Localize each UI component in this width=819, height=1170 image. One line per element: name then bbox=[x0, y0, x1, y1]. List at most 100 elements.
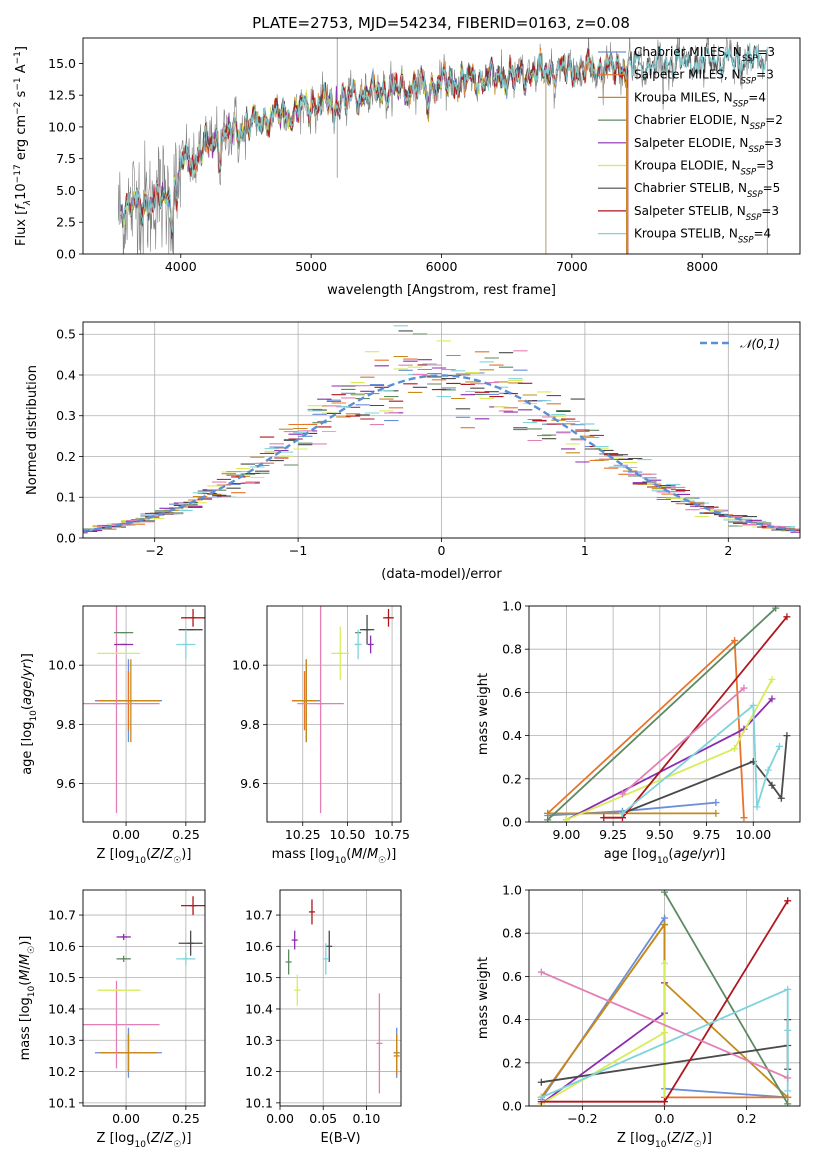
x-tick-label: 0.0 bbox=[655, 1111, 675, 1126]
grid bbox=[83, 890, 205, 1106]
y-tick-label: 0.2 bbox=[56, 449, 76, 464]
axis-frame: 4000 5000 6000 7000 8000 0.0 2.5 5.0 7.5 10.0 12.5… bbox=[13, 14, 801, 298]
weight-marker bbox=[772, 606, 780, 612]
plot-area bbox=[83, 606, 205, 814]
legend-entry: Kroupa MILES, NSSP=4 bbox=[634, 90, 766, 109]
y-tick-label: 0.0 bbox=[56, 247, 76, 262]
y-tick-label: 7.5 bbox=[56, 151, 76, 166]
legend-entry: Chabrier ELODIE, NSSP=2 bbox=[634, 113, 783, 132]
weight-marker bbox=[783, 732, 791, 740]
y-tick-label: 10.5 bbox=[245, 970, 273, 985]
axes-box bbox=[82, 889, 206, 1107]
y-tick-label: 5.0 bbox=[56, 183, 76, 198]
weight-marker bbox=[661, 1029, 668, 1037]
weight-marker bbox=[768, 675, 776, 683]
weight-marker bbox=[764, 766, 772, 774]
x-axis-label: (data-model)/error bbox=[381, 567, 502, 582]
axes-box bbox=[82, 605, 206, 823]
weight-line-kroupa-elodie bbox=[540, 963, 666, 1106]
y-tick-label: 0.1 bbox=[56, 490, 76, 505]
x-tick-label: 0.05 bbox=[309, 1111, 337, 1126]
x-tick-label: −0.2 bbox=[567, 1111, 597, 1126]
axis-frame: −0.2 0.0 0.2 0.0 0.2 0.4 0.6 0.8 1.0 Z [log10(Z/Z… bbox=[476, 883, 801, 1150]
x-tick-label: 9.00 bbox=[552, 827, 580, 842]
y-tick-label: 10.7 bbox=[48, 908, 76, 923]
axes-box bbox=[528, 889, 801, 1107]
plot-area bbox=[537, 890, 792, 1106]
y-tick-label: 10.1 bbox=[245, 1095, 273, 1110]
y-axis-label: age [log10(age/yr)] bbox=[20, 653, 39, 775]
legend-entry: Salpeter STELIB, NSSP=3 bbox=[634, 204, 779, 223]
axis-frame: 9.00 9.25 9.50 9.75 10.00 0.0 0.2 0.4 0.6 0.8 1.0 a… bbox=[476, 599, 801, 866]
legend-entry: 𝒩(0,1) bbox=[740, 337, 780, 351]
weight-marker bbox=[618, 809, 626, 817]
y-tick-label: 10.2 bbox=[48, 1064, 76, 1079]
axes-mass_vs_Z: 0.00 0.25 10.1 10.2 10.3 10.4 10.5 10.6 10.7 Z [l… bbox=[18, 889, 206, 1150]
weight-line-chabrier-elodie bbox=[547, 607, 777, 821]
histogram-salpeter-elodie bbox=[83, 359, 800, 534]
y-tick-label: 0.4 bbox=[502, 1012, 522, 1027]
weight-marker bbox=[731, 637, 739, 645]
y-tick-label: 15.0 bbox=[48, 56, 76, 71]
y-tick-label: 10.4 bbox=[245, 1001, 273, 1016]
weight-marker bbox=[537, 1093, 545, 1101]
y-axis-label: mass weight bbox=[476, 673, 491, 755]
legend-entry: Chabrier MILES, NSSP=3 bbox=[634, 45, 775, 64]
x-tick-label: 0.25 bbox=[172, 827, 200, 842]
weight-marker bbox=[784, 1100, 792, 1106]
weight-marker bbox=[537, 968, 545, 976]
histogram-legend: 𝒩(0,1) bbox=[700, 337, 780, 351]
plot-area bbox=[292, 606, 394, 814]
plot-area bbox=[285, 899, 400, 1094]
y-axis-label: Normed distribution bbox=[25, 365, 40, 495]
weight-marker bbox=[544, 809, 552, 817]
weight-line-kroupa-stelib bbox=[540, 988, 789, 1099]
y-tick-label: 10.3 bbox=[245, 1033, 273, 1048]
y-tick-label: 0.2 bbox=[502, 1055, 522, 1070]
x-tick-label: 0 bbox=[438, 543, 446, 558]
y-tick-label: 10.5 bbox=[48, 970, 76, 985]
x-tick-label: 6000 bbox=[426, 259, 458, 274]
legend-entry: Chabrier STELIB, NSSP=5 bbox=[634, 181, 780, 200]
weight-line-kroupa-miles bbox=[540, 921, 789, 1099]
spectrum-model-kroupa-stelib bbox=[120, 42, 768, 254]
axes-spectrum: 4000 5000 6000 7000 8000 0.0 2.5 5.0 7.5 10.0 12.5… bbox=[13, 14, 801, 298]
x-axis-label: mass [log10(M/M☉)] bbox=[272, 847, 397, 866]
legend-entry: Kroupa STELIB, NSSP=4 bbox=[634, 227, 771, 246]
x-tick-label: 4000 bbox=[165, 259, 197, 274]
axes-mass_vs_ebv: 0.00 0.05 0.10 10.1 10.2 10.3 10.4 10.5 10.6 10.7… bbox=[245, 889, 402, 1146]
axes-weight_vs_age: 9.00 9.25 9.50 9.75 10.00 0.0 0.2 0.4 0.6 0.8 1.0 a… bbox=[476, 599, 801, 866]
x-tick-label: 10.50 bbox=[330, 827, 366, 842]
x-axis-label: Z [log10(Z/Z☉)] bbox=[97, 1131, 192, 1150]
grid bbox=[529, 605, 800, 823]
x-tick-label: 0.00 bbox=[266, 1111, 294, 1126]
plot-area bbox=[83, 896, 205, 1078]
y-tick-label: 0.5 bbox=[56, 327, 76, 342]
spectrum-legend: Chabrier MILES, NSSP=3 Salpeter MILES, NS… bbox=[598, 45, 783, 246]
weight-marker bbox=[740, 814, 748, 822]
axis-frame: 0.00 0.25 10.1 10.2 10.3 10.4 10.5 10.6 10.7 Z [l… bbox=[18, 889, 206, 1150]
axis-frame: −2 −1 0 1 2 0.0 0.1 0.2 0.3 0.4 0.5 (data-model)/er… bbox=[25, 321, 801, 582]
y-axis-label: mass weight bbox=[476, 957, 491, 1039]
grid bbox=[267, 606, 401, 822]
x-tick-label: 0.00 bbox=[112, 827, 140, 842]
y-tick-label: 9.8 bbox=[56, 717, 76, 732]
y-tick-label: 10.1 bbox=[48, 1095, 76, 1110]
x-tick-label: 0.10 bbox=[353, 1111, 381, 1126]
plot-area bbox=[117, 38, 768, 254]
y-tick-label: 10.7 bbox=[245, 908, 273, 923]
weight-marker bbox=[712, 799, 720, 807]
weight-marker bbox=[768, 781, 776, 789]
x-tick-label: 9.50 bbox=[646, 827, 674, 842]
weight-marker bbox=[740, 684, 748, 692]
weight-line-pink bbox=[540, 971, 789, 1079]
y-tick-label: 1.0 bbox=[502, 599, 522, 614]
weight-marker bbox=[768, 695, 776, 703]
weight-marker bbox=[544, 816, 552, 822]
legend-entry: Kroupa ELODIE, NSSP=3 bbox=[634, 159, 774, 178]
y-tick-label: 9.8 bbox=[240, 717, 260, 732]
x-tick-label: 10.25 bbox=[285, 827, 321, 842]
axis-frame: 0.00 0.25 9.6 9.8 10.0 Z [log10(Z/Z☉)] age [lo… bbox=[20, 605, 206, 866]
weight-marker bbox=[562, 816, 570, 822]
axes-residuals: −2 −1 0 1 2 0.0 0.1 0.2 0.3 0.4 0.5 (data-model)/er… bbox=[25, 321, 801, 582]
